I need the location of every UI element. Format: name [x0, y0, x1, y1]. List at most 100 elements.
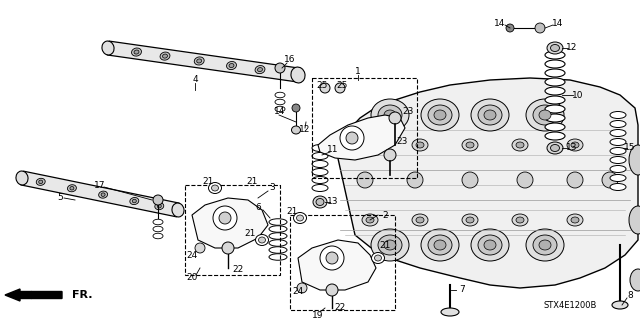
Text: 14: 14 — [275, 108, 285, 116]
Circle shape — [407, 172, 423, 188]
Ellipse shape — [209, 182, 221, 194]
Ellipse shape — [567, 214, 583, 226]
Ellipse shape — [255, 65, 265, 74]
Ellipse shape — [312, 152, 328, 160]
Ellipse shape — [269, 233, 287, 239]
Ellipse shape — [366, 142, 374, 148]
Bar — [312, 78, 417, 178]
Circle shape — [384, 149, 396, 161]
Ellipse shape — [571, 217, 579, 223]
Ellipse shape — [629, 145, 640, 175]
Polygon shape — [318, 115, 405, 160]
Ellipse shape — [196, 59, 202, 63]
Text: 21: 21 — [380, 241, 390, 249]
Circle shape — [517, 172, 533, 188]
Ellipse shape — [610, 174, 626, 182]
Ellipse shape — [269, 226, 287, 232]
Circle shape — [275, 63, 285, 73]
Ellipse shape — [539, 110, 551, 120]
Polygon shape — [20, 171, 179, 217]
Polygon shape — [192, 198, 268, 248]
Ellipse shape — [157, 204, 161, 208]
Ellipse shape — [16, 171, 28, 185]
Text: 14: 14 — [552, 19, 564, 27]
Circle shape — [340, 126, 364, 150]
Ellipse shape — [466, 142, 474, 148]
Ellipse shape — [412, 214, 428, 226]
Ellipse shape — [571, 142, 579, 148]
Ellipse shape — [296, 215, 303, 221]
Text: 14: 14 — [494, 19, 506, 27]
Ellipse shape — [269, 247, 287, 253]
Ellipse shape — [545, 51, 565, 59]
Ellipse shape — [275, 92, 285, 98]
Text: 24: 24 — [292, 287, 303, 296]
Ellipse shape — [130, 197, 139, 204]
Text: 13: 13 — [327, 197, 339, 206]
Text: 10: 10 — [572, 91, 584, 100]
Ellipse shape — [547, 142, 563, 154]
Text: 23: 23 — [396, 137, 408, 146]
Text: 16: 16 — [284, 56, 296, 64]
Ellipse shape — [484, 110, 496, 120]
Ellipse shape — [269, 254, 287, 260]
Ellipse shape — [629, 206, 640, 234]
Ellipse shape — [539, 240, 551, 250]
Ellipse shape — [428, 105, 452, 125]
Circle shape — [602, 172, 618, 188]
Circle shape — [506, 24, 514, 32]
Polygon shape — [107, 41, 299, 82]
Ellipse shape — [484, 240, 496, 250]
Circle shape — [213, 206, 237, 230]
Text: STX4E1200B: STX4E1200B — [543, 300, 596, 309]
Ellipse shape — [466, 217, 474, 223]
Ellipse shape — [172, 203, 184, 217]
Ellipse shape — [362, 214, 378, 226]
Ellipse shape — [550, 145, 559, 152]
Circle shape — [357, 172, 373, 188]
Text: 5: 5 — [57, 194, 63, 203]
Ellipse shape — [512, 214, 528, 226]
Ellipse shape — [312, 145, 328, 152]
Text: 13: 13 — [566, 144, 578, 152]
Ellipse shape — [291, 126, 301, 134]
Ellipse shape — [160, 52, 170, 60]
Ellipse shape — [547, 42, 563, 54]
Bar — [290, 215, 395, 310]
Text: 24: 24 — [186, 250, 198, 259]
Ellipse shape — [313, 196, 327, 208]
Bar — [185, 185, 280, 275]
Ellipse shape — [434, 110, 446, 120]
Text: 2: 2 — [382, 211, 388, 219]
Text: 4: 4 — [192, 76, 198, 85]
Ellipse shape — [441, 308, 459, 316]
Text: 12: 12 — [300, 125, 310, 135]
Circle shape — [326, 284, 338, 296]
Ellipse shape — [610, 130, 626, 137]
Ellipse shape — [259, 237, 266, 243]
Text: 22: 22 — [334, 303, 346, 313]
Ellipse shape — [163, 54, 168, 58]
Ellipse shape — [526, 229, 564, 261]
Text: 19: 19 — [312, 310, 324, 319]
Ellipse shape — [545, 87, 565, 95]
Ellipse shape — [533, 235, 557, 255]
Text: 21: 21 — [246, 177, 258, 187]
Text: 17: 17 — [94, 181, 106, 189]
Ellipse shape — [70, 187, 74, 190]
Ellipse shape — [153, 233, 163, 239]
Ellipse shape — [255, 234, 269, 246]
Ellipse shape — [362, 139, 378, 151]
Ellipse shape — [545, 105, 565, 113]
Ellipse shape — [312, 176, 328, 183]
Circle shape — [326, 252, 338, 264]
Ellipse shape — [275, 99, 285, 105]
Circle shape — [153, 195, 163, 205]
Circle shape — [292, 104, 300, 112]
Ellipse shape — [275, 106, 285, 112]
Ellipse shape — [610, 183, 626, 190]
Ellipse shape — [428, 235, 452, 255]
Text: 6: 6 — [255, 204, 261, 212]
Ellipse shape — [132, 48, 141, 56]
Text: 15: 15 — [624, 144, 636, 152]
